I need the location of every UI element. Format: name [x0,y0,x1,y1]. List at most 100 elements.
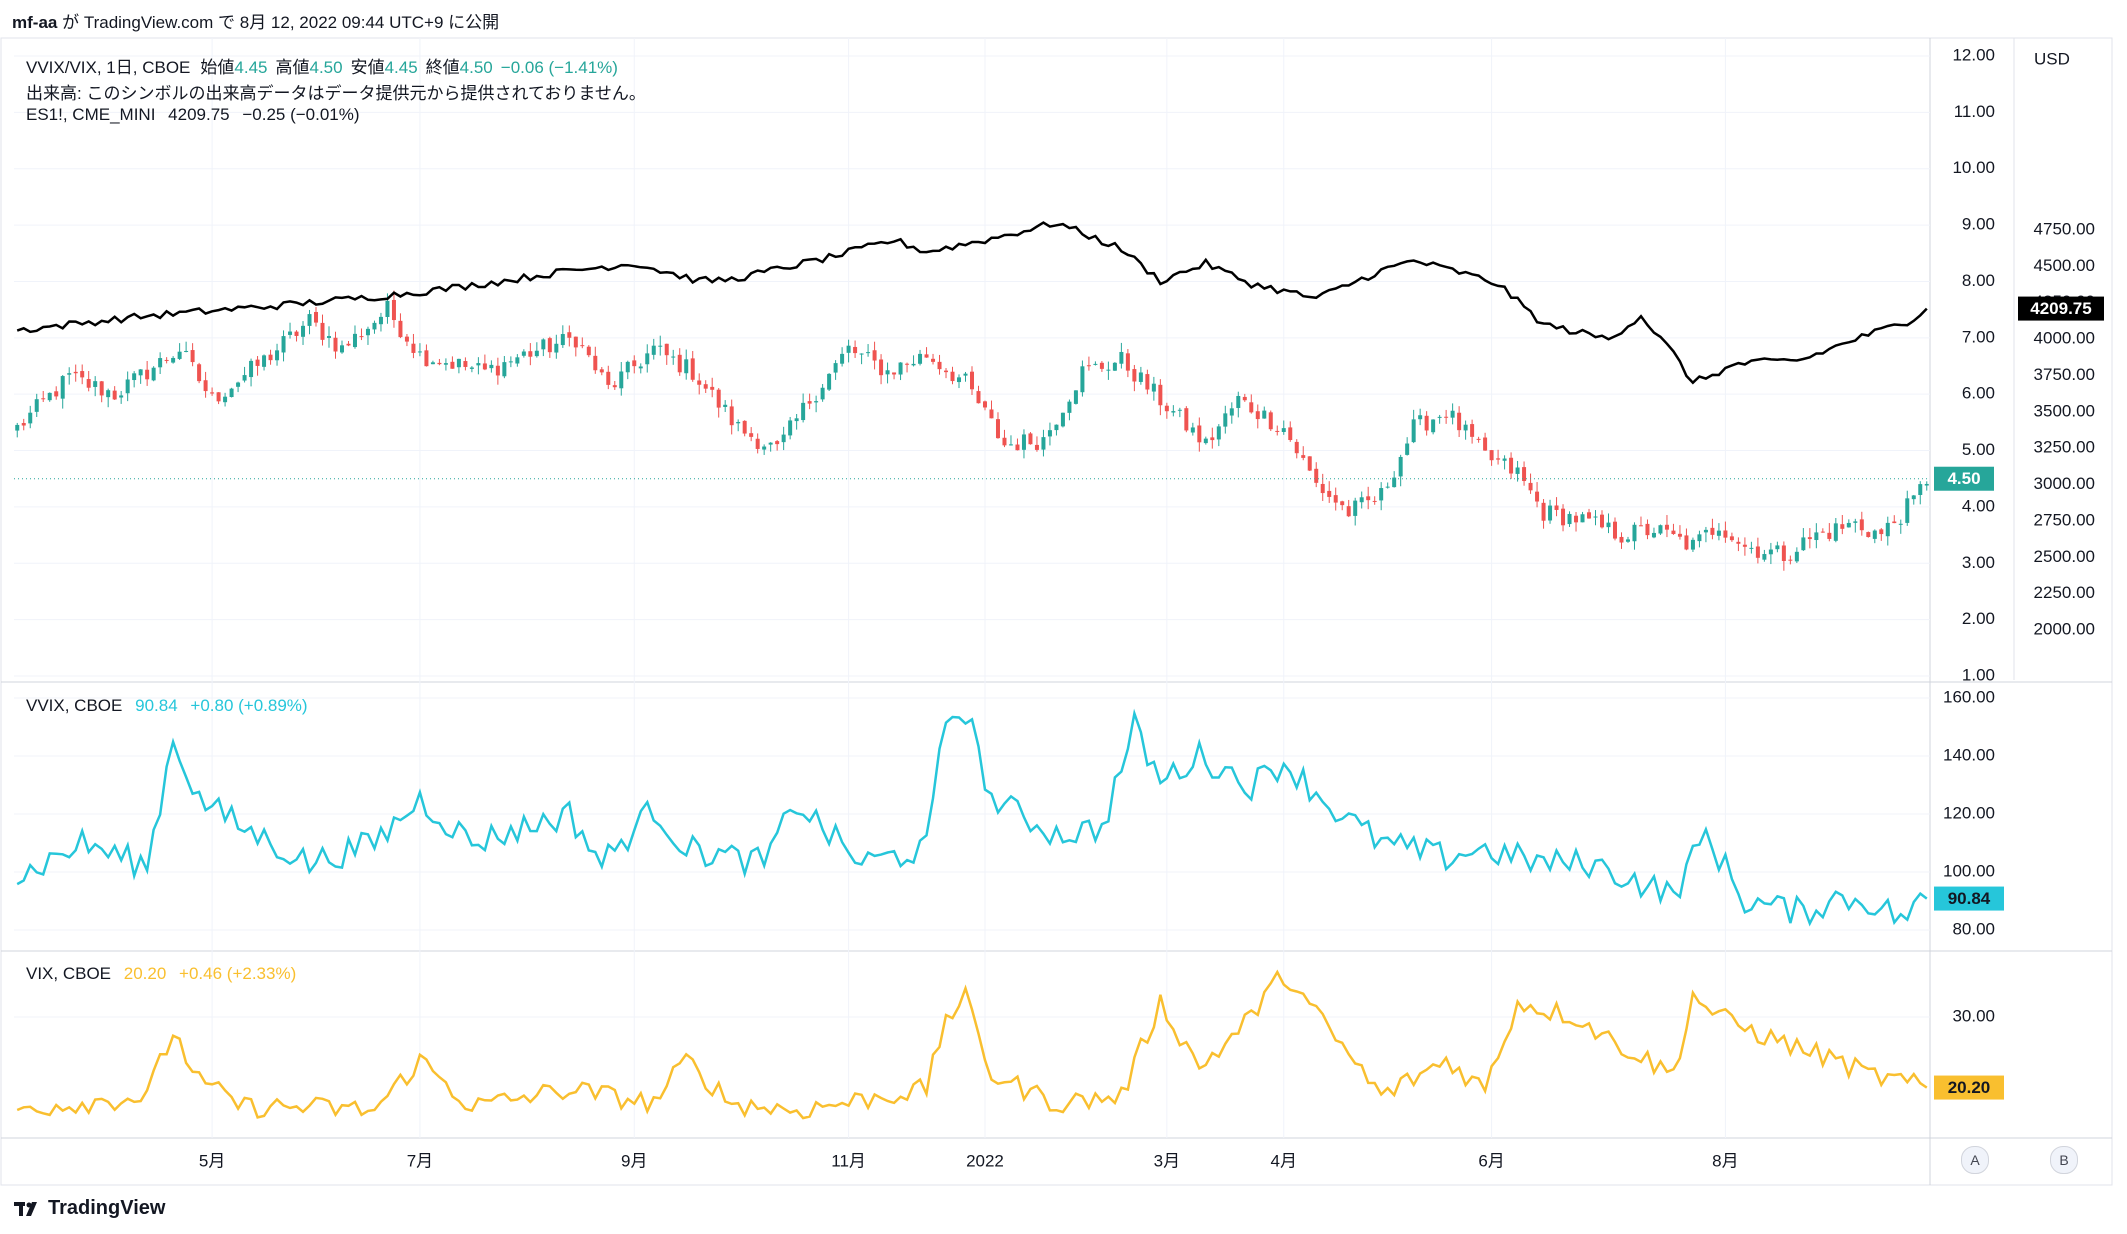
candle-body [1164,405,1169,412]
es-tick-label: 2500.00 [2034,547,2095,566]
close-value: 4.50 [459,58,493,77]
es-value: 4209.75 [168,105,230,124]
candle-body [1879,529,1884,535]
candle-body [411,343,416,353]
candle-body [1801,537,1806,551]
candle-body [859,353,864,355]
candle-body [729,406,734,426]
candle-body [924,354,929,358]
candle-body [1385,486,1390,488]
candle-body [1398,456,1403,477]
vix-symbol[interactable]: VIX, CBOE [26,964,112,983]
candle-body [1463,424,1468,431]
candle-body [1509,457,1514,474]
candle-body [229,388,234,398]
candle-body [1379,488,1384,501]
candle-body [664,343,669,356]
candle-body [1885,522,1890,537]
candle-body [242,375,247,381]
candle-body [1203,438,1208,444]
candle-body [1333,495,1338,503]
candle-body [1340,501,1345,506]
candle-body [67,373,72,375]
candle-body [333,337,338,352]
candle-body [995,419,1000,439]
candle-body [1249,402,1254,413]
candle-body [1924,483,1929,486]
candle-body [60,376,65,399]
candle-body [801,402,806,421]
candle-body [216,392,221,402]
candle-body [1535,491,1540,502]
es-tick-label: 3250.00 [2034,438,2095,457]
es-line [16,221,1928,385]
candle-body [807,401,812,404]
tradingview-logo[interactable]: TradingView [14,1197,165,1220]
last-price-badge [1934,466,1994,491]
candle-body [1600,514,1605,528]
main-legend: VVIX/VIX, 1日, CBOE 始値4.45 高値4.50 安値4.45 終値4.… [26,53,626,78]
vvix-line [16,708,1928,927]
candle-body [1788,559,1793,561]
vix-line [16,969,1928,1120]
es-symbol[interactable]: ES1!, CME_MINI [26,105,156,124]
candle-body [378,316,383,325]
es-tick-label: 3750.00 [2034,365,2095,384]
candle-body [1275,430,1280,432]
candle-body [1067,401,1072,413]
candle-body [352,333,357,348]
candle-body [1041,437,1046,450]
candle-body [1632,524,1637,542]
candle-body [567,332,572,338]
candle-body [963,373,968,376]
candle-body [268,354,273,361]
candle-body [1905,498,1910,523]
candle-body [190,350,195,363]
es-tick-label: 4500.00 [2034,256,2095,275]
candle-body [1541,502,1546,521]
candle-body [1262,410,1267,419]
candle-body [145,369,150,380]
auto-scale-button[interactable]: A [1961,1146,1989,1174]
candle-body [236,382,241,387]
candle-body [892,372,897,375]
candle-body [1872,530,1877,539]
candle-body [612,385,617,388]
volume-legend: 出来高: このシンボルの出来高データはデータ提供元から提供されておりません。 [26,84,646,103]
candle-body [469,367,474,369]
candle-body [1073,390,1078,404]
candle-body [989,409,994,419]
candle-body [28,412,33,424]
candle-body [1892,521,1897,524]
candle-body [1132,369,1137,382]
vix-last-label: 20.20 [1948,1078,1991,1097]
candle-body [1008,444,1013,446]
candle-body [866,352,871,354]
candle-body [1658,525,1663,534]
candle-body [430,362,435,365]
vix-legend: VIX, CBOE 20.20 +0.46 (+2.33%) [26,964,304,984]
candle-body [1080,366,1085,393]
candle-body [1749,547,1754,549]
candle-body [47,392,52,401]
candle-body [1814,532,1819,541]
legend-symbol[interactable]: VVIX/VIX, 1日, CBOE [26,58,191,77]
author-name[interactable]: mf-aa [12,13,58,32]
candle-body [307,314,312,326]
candle-body [742,420,747,434]
candle-body [177,351,182,359]
candle-body [495,365,500,376]
candle-body [716,389,721,408]
candle-body [15,424,20,431]
candle-body [1177,409,1182,411]
candle-body [456,358,461,368]
candle-body [911,363,916,366]
site-name[interactable]: TradingView.com [83,13,214,32]
candle-body [768,442,773,445]
vix-last-badge [1934,1075,2004,1100]
vvix-symbol[interactable]: VVIX, CBOE [26,696,123,715]
log-scale-button[interactable]: B [2050,1146,2078,1174]
candle-body [976,391,981,404]
candle-body [314,311,319,323]
candle-body [125,379,130,394]
